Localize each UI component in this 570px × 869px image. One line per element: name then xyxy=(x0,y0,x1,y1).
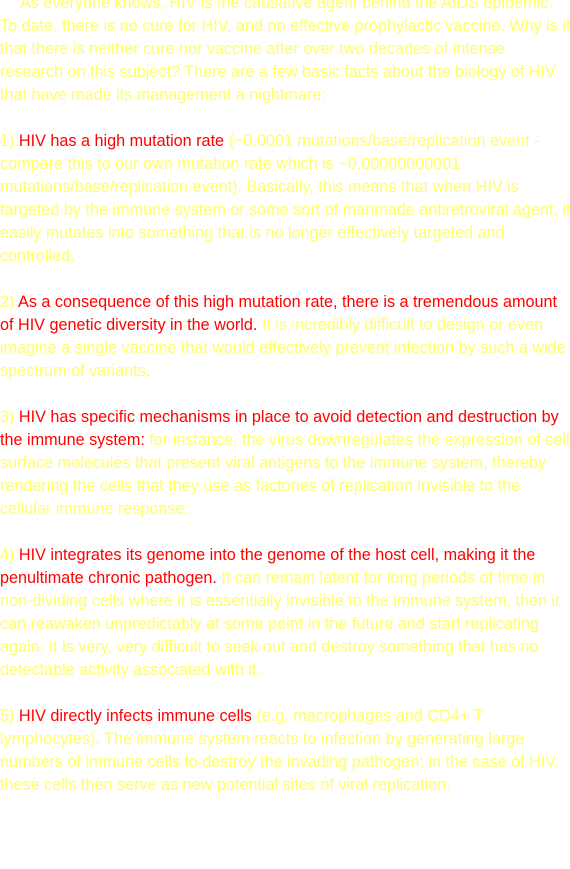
intro-paragraph: As everyone knows, HIV is the causative … xyxy=(0,0,570,104)
point-4-text: It can remain latent for long periods of… xyxy=(0,569,560,679)
point-5-highlight: HIV directly infects immune cells xyxy=(18,707,252,725)
point-3-highlight: HIV has specific mechanisms in place to … xyxy=(0,408,559,449)
point-2-text: It is incredibly difficult to design or … xyxy=(0,316,566,380)
point-4-highlight: HIV integrates its genome into the genom… xyxy=(0,546,536,587)
point-1-paragraph: 1) HIV has a high mutation rate (~0.0001… xyxy=(0,130,570,268)
document-body: As everyone knows, HIV is the causative … xyxy=(0,0,570,797)
point-2-highlight: As a consequence of this high mutation r… xyxy=(0,293,558,334)
point-5-text: (e.g. macrophages and CD4+ T lymphocytes… xyxy=(0,707,560,794)
point-1-text: (~0.0001 mutations/base/replication even… xyxy=(0,132,570,265)
point-3-paragraph: 3) HIV has specific mechanisms in place … xyxy=(0,406,570,521)
point-5-number: 5) xyxy=(0,707,15,725)
point-2-paragraph: 2) As a consequence of this high mutatio… xyxy=(0,291,570,383)
point-5-paragraph: 5) HIV directly infects immune cells (e.… xyxy=(0,705,570,797)
point-2-number: 2) xyxy=(0,293,15,311)
point-1-number: 1) xyxy=(0,132,15,150)
point-4-number: 4) xyxy=(0,546,15,564)
point-3-number: 3) xyxy=(0,408,15,426)
point-1-highlight: HIV has a high mutation rate xyxy=(18,132,225,150)
point-4-paragraph: 4) HIV integrates its genome into the ge… xyxy=(0,544,570,682)
point-3-text: for instance, the virus downregulates th… xyxy=(0,431,570,518)
